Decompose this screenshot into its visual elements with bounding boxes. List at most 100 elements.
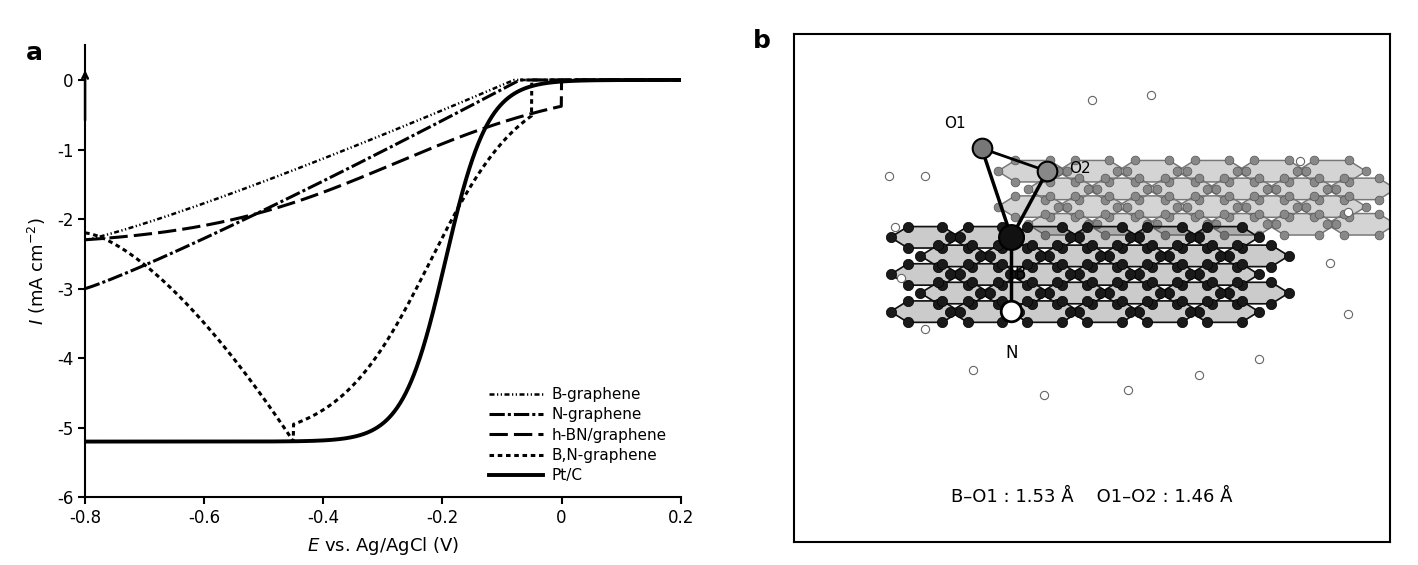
Point [896, 259, 919, 268]
Point [1081, 262, 1103, 271]
Point [1038, 251, 1061, 260]
Point [956, 297, 978, 306]
Point [1046, 202, 1069, 211]
Point [1195, 281, 1218, 290]
Point [1170, 222, 1193, 231]
Point [987, 278, 1010, 287]
Point [1256, 184, 1279, 193]
Polygon shape [950, 301, 1020, 323]
Point [1021, 241, 1044, 250]
Polygon shape [1071, 227, 1139, 248]
Polygon shape [1190, 301, 1259, 323]
Point [1017, 222, 1039, 231]
Polygon shape [980, 282, 1049, 304]
Polygon shape [1130, 264, 1200, 285]
Polygon shape [1147, 214, 1217, 235]
Polygon shape [1088, 214, 1157, 235]
Point [1038, 156, 1061, 165]
Point [1159, 156, 1181, 165]
Point [926, 262, 949, 271]
Point [1093, 195, 1116, 204]
Point [1273, 173, 1296, 182]
Point [1333, 173, 1356, 182]
Point [1076, 259, 1099, 268]
Point [1046, 278, 1069, 287]
Text: B: B [1015, 266, 1027, 283]
Point [1303, 177, 1326, 186]
Text: b: b [753, 29, 770, 53]
Point [1278, 192, 1300, 201]
Point [1068, 307, 1090, 316]
Polygon shape [1058, 196, 1127, 218]
Point [1178, 307, 1201, 316]
Point [1110, 281, 1133, 290]
Point [1188, 231, 1211, 240]
Point [932, 244, 954, 253]
Text: O1: O1 [944, 115, 966, 131]
N-graphene [666, 77, 683, 84]
B,N-graphene [523, 77, 540, 84]
Point [1183, 177, 1205, 186]
Polygon shape [1236, 196, 1306, 218]
Polygon shape [1236, 160, 1306, 182]
Point [1064, 156, 1086, 165]
Point [1183, 192, 1205, 201]
Point [1244, 177, 1266, 186]
Point [1127, 231, 1150, 240]
Point [1337, 207, 1360, 216]
Point [896, 297, 919, 306]
Polygon shape [1219, 245, 1289, 267]
Point [1166, 299, 1188, 308]
Point [1195, 318, 1218, 327]
Pt/C [554, 78, 571, 85]
Point [1303, 192, 1326, 201]
B,N-graphene [683, 77, 700, 84]
Point [1004, 156, 1027, 165]
B,N-graphene [108, 241, 125, 248]
Point [1205, 220, 1228, 229]
Point [987, 241, 1010, 250]
Point [1265, 220, 1288, 229]
Point [1183, 156, 1205, 165]
Point [1273, 209, 1296, 218]
Polygon shape [1058, 160, 1127, 182]
Point [1098, 177, 1120, 186]
Point [1059, 233, 1082, 242]
Point [896, 222, 919, 231]
B-graphene [666, 77, 683, 84]
Polygon shape [1071, 264, 1139, 285]
Point [1208, 251, 1231, 260]
Point [1059, 270, 1082, 279]
Point [1231, 259, 1254, 268]
Polygon shape [1268, 178, 1336, 199]
Point [1278, 213, 1300, 222]
Polygon shape [1327, 178, 1395, 199]
Point [968, 251, 991, 260]
Point [1098, 192, 1120, 201]
B-graphene [77, 237, 94, 244]
Point [1248, 209, 1271, 218]
Point [1000, 306, 1022, 315]
Point [961, 262, 984, 271]
Point [1116, 202, 1139, 211]
Point [1166, 278, 1188, 287]
Polygon shape [1010, 264, 1079, 285]
Point [1068, 173, 1090, 182]
Point [1218, 156, 1241, 165]
Point [1170, 297, 1193, 306]
Point [1038, 289, 1061, 298]
Point [956, 222, 978, 231]
Point [1235, 167, 1258, 176]
Point [1225, 202, 1248, 211]
Polygon shape [1041, 245, 1109, 267]
Point [879, 233, 902, 242]
Point [1146, 184, 1168, 193]
Point [1225, 278, 1248, 287]
Point [998, 270, 1021, 279]
Point [1068, 270, 1090, 279]
Polygon shape [998, 160, 1066, 182]
Polygon shape [1297, 196, 1366, 218]
Point [1098, 289, 1120, 298]
Point [1136, 297, 1159, 306]
Point [1140, 90, 1163, 99]
